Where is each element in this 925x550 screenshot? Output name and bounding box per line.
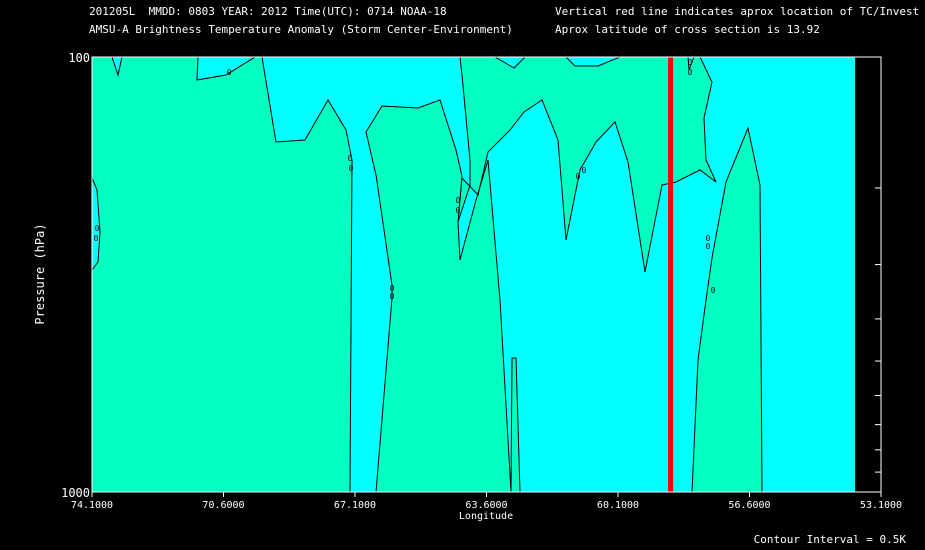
contour-label: 0 xyxy=(348,154,353,163)
header-line2-left: AMSU-A Brightness Temperature Anomaly (S… xyxy=(89,23,513,36)
contour-label: 0 xyxy=(390,284,395,293)
contour-label: 0 xyxy=(227,68,232,77)
contour-label: 0 xyxy=(95,224,100,233)
x-tick-label: 67.1000 xyxy=(334,500,376,511)
contour-label: 0 xyxy=(711,286,716,295)
y-tick-label: 100 xyxy=(68,51,90,65)
x-tick-label: 74.1000 xyxy=(71,500,113,511)
contour-label: 0 xyxy=(349,164,354,173)
x-tick-label: 53.1000 xyxy=(860,500,902,511)
y-tick-label: 1000 xyxy=(61,486,90,500)
x-tick-label: 60.1000 xyxy=(597,500,639,511)
contour-interval-label: Contour Interval = 0.5K xyxy=(754,533,907,546)
x-tick-label: 56.6000 xyxy=(728,500,770,511)
contour-label: 0 xyxy=(390,292,395,301)
contour-label: 0 xyxy=(94,234,99,243)
contour-label: 0 xyxy=(688,68,693,77)
x-tick-label: 63.6000 xyxy=(465,500,507,511)
contour-label: 0 xyxy=(456,196,461,205)
y-axis: 100 1000 xyxy=(61,51,881,500)
contour-label: 0 xyxy=(706,234,711,243)
header-line2-right: Aprox latitude of cross section is 13.92 xyxy=(555,23,820,36)
contour-label: 0 xyxy=(582,166,587,175)
contour-label: 0 xyxy=(688,58,693,67)
contour-label: 0 xyxy=(706,242,711,251)
contour-label: 0 xyxy=(576,172,581,181)
contour-label: 0 xyxy=(456,206,461,215)
x-axis-label: Longitude xyxy=(459,511,513,522)
header-line1-left: 201205L MMDD: 0803 YEAR: 2012 Time(UTC):… xyxy=(89,5,447,18)
header-line1-right: Vertical red line indicates aprox locati… xyxy=(555,5,920,18)
x-axis: 74.1000 70.6000 67.1000 63.6000 60.1000 56.60… xyxy=(71,492,902,511)
x-tick-label: 70.6000 xyxy=(202,500,244,511)
no-data-strip xyxy=(855,57,881,492)
y-axis-label: Pressure (hPa) xyxy=(33,223,47,324)
